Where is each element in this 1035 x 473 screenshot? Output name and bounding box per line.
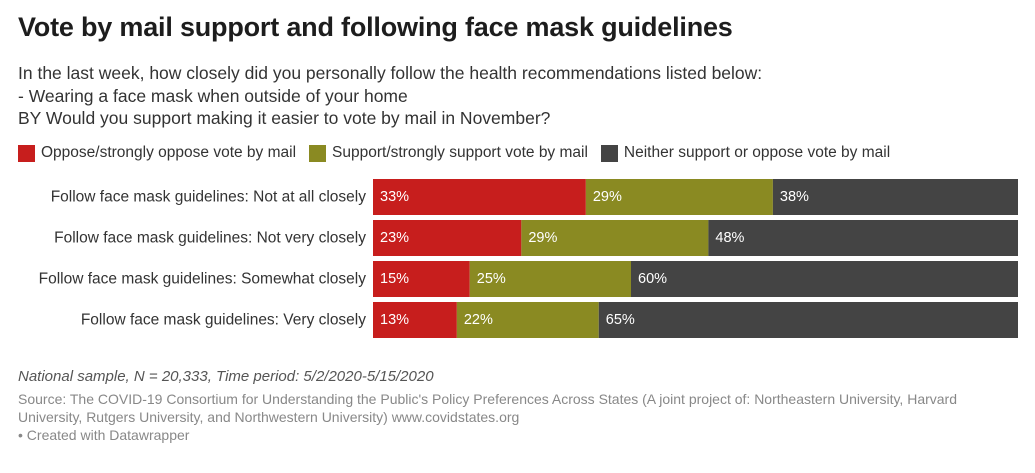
legend-swatch-support: [309, 144, 327, 162]
category-label-not-at-all-closely: Follow face mask guidelines: Not at all …: [51, 189, 367, 206]
value-label-oppose-somewhat-closely: 15%: [380, 271, 409, 287]
legend-label-neither: Neither support or oppose vote by mail: [623, 144, 891, 161]
value-label-neither-not-at-all-closely: 38%: [780, 189, 809, 205]
category-label-not-very-closely: Follow face mask guidelines: Not very cl…: [54, 230, 366, 247]
value-label-oppose-not-at-all-closely: 33%: [380, 189, 409, 205]
subtitle-line-item: - Wearing a face mask when outside of yo…: [18, 85, 408, 106]
value-label-support-not-at-all-closely: 29%: [593, 189, 622, 205]
value-label-support-somewhat-closely: 25%: [477, 271, 506, 287]
chart-title: Vote by mail support and following face …: [18, 12, 733, 42]
value-label-support-very-closely: 22%: [464, 312, 493, 328]
datawrapper-credit: • Created with Datawrapper: [18, 427, 190, 443]
bar-segment-oppose-very-closely: [373, 302, 457, 338]
legend-item-support: Support/strongly support vote by mail: [309, 144, 588, 162]
bar-segment-support-not-at-all-closely: [585, 179, 773, 215]
subtitle-line-by: BY Would you support making it easier to…: [18, 108, 551, 128]
legend-item-neither: Neither support or oppose vote by mail: [600, 144, 891, 162]
bar-segment-oppose-not-at-all-closely: [373, 179, 586, 215]
bar-segment-neither-somewhat-closely: [631, 261, 1018, 297]
chart-notes: National sample, N = 20,333, Time period…: [18, 368, 434, 385]
value-label-oppose-not-very-closely: 23%: [380, 230, 409, 246]
legend-label-oppose: Oppose/strongly oppose vote by mail: [41, 144, 297, 161]
legend-swatch-oppose: [18, 144, 35, 162]
chart-legend: Oppose/strongly oppose vote by mail Supp…: [18, 143, 903, 163]
bar-segment-support-very-closely: [456, 302, 599, 338]
bar-segment-oppose-somewhat-closely: [373, 261, 470, 297]
bar-segment-support-somewhat-closely: [469, 261, 631, 297]
stacked-bar-chart: Follow face mask guidelines: Not at all …: [39, 179, 1018, 338]
chart-source: Source: The COVID-19 Consortium for Unde…: [18, 391, 958, 425]
value-label-neither-very-closely: 65%: [606, 312, 635, 328]
chart-subtitle: In the last week, how closely did you pe…: [18, 62, 762, 130]
legend-item-oppose: Oppose/strongly oppose vote by mail: [18, 144, 296, 162]
legend-swatch-neither: [600, 144, 618, 162]
value-label-neither-somewhat-closely: 60%: [638, 271, 667, 287]
bar-segment-neither-very-closely: [598, 302, 1018, 338]
category-label-very-closely: Follow face mask guidelines: Very closel…: [81, 312, 366, 329]
legend-label-support: Support/strongly support vote by mail: [332, 144, 588, 161]
bar-segment-oppose-not-very-closely: [373, 220, 522, 256]
subtitle-line-question: In the last week, how closely did you pe…: [18, 63, 763, 83]
bar-segment-support-not-very-closely: [521, 220, 709, 256]
value-label-oppose-very-closely: 13%: [380, 312, 409, 328]
category-label-somewhat-closely: Follow face mask guidelines: Somewhat cl…: [39, 271, 367, 288]
bar-segment-neither-not-very-closely: [708, 220, 1018, 256]
bar-segment-neither-not-at-all-closely: [772, 179, 1018, 215]
value-label-support-not-very-closely: 29%: [528, 230, 557, 246]
value-label-neither-not-very-closely: 48%: [715, 230, 744, 246]
